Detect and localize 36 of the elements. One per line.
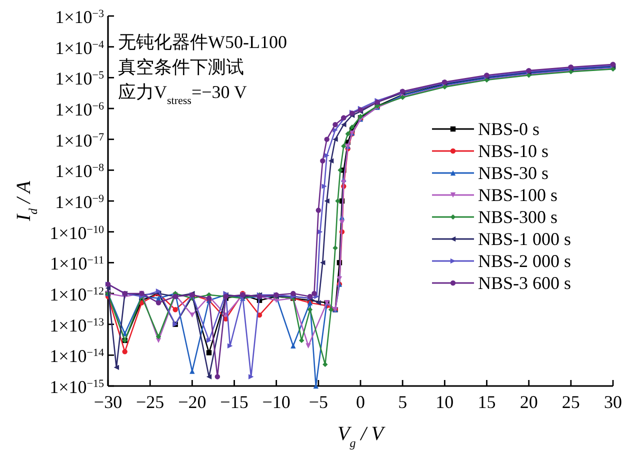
y-tick-label: 1×10$^{−14}$ xyxy=(50,346,104,366)
y-tick-label: 1×10$^{−7}$ xyxy=(55,130,104,150)
y-tick-label: 1×10$^{−9}$ xyxy=(55,192,104,212)
y-tick-label: 1×10$^{−10}$ xyxy=(50,222,104,243)
x-tick-label: 20 xyxy=(520,392,538,412)
annotation: 真空条件下测试 xyxy=(118,57,244,77)
x-tick-label: −20 xyxy=(178,392,206,412)
x-tick-label: 30 xyxy=(604,392,622,412)
legend-label: NBS-300 s xyxy=(478,207,558,227)
legend-label: NBS-30 s xyxy=(478,163,549,183)
legend-label: NBS-100 s xyxy=(478,185,558,205)
y-tick-label: 1×10$^{−13}$ xyxy=(50,315,104,336)
x-tick-label: 15 xyxy=(478,392,496,412)
x-tick-label: 0 xyxy=(356,392,365,412)
y-tick-label: 1×10$^{−5}$ xyxy=(55,68,104,89)
x-axis-title: V$_{g}$ / V xyxy=(338,423,386,450)
annotation: 无钝化器件W50-L100 xyxy=(118,32,287,52)
legend-label: NBS-10 s xyxy=(478,141,549,161)
x-tick-label: −25 xyxy=(136,392,164,412)
y-tick-label: 1×10$^{−4}$ xyxy=(55,38,104,58)
x-tick-label: −10 xyxy=(262,392,290,412)
x-tick-label: −15 xyxy=(220,392,248,412)
y-tick-label: 1×10$^{−11}$ xyxy=(50,254,104,274)
annotation: 应力V$_{stress}$=−30 V xyxy=(118,82,247,107)
y-tick-label: 1×10$^{−8}$ xyxy=(55,161,104,182)
y-tick-label: 1×10$^{−6}$ xyxy=(55,100,104,120)
y-tick-label: 1×10$^{−3}$ xyxy=(55,7,104,27)
legend-label: NBS-1 000 s xyxy=(478,229,572,249)
x-tick-label: 5 xyxy=(398,392,408,412)
y-tick-label: 1×10$^{−12}$ xyxy=(50,284,104,304)
x-tick-label: 10 xyxy=(436,392,454,412)
legend-label: NBS-0 s xyxy=(478,119,540,139)
x-tick-label: 25 xyxy=(562,392,580,412)
legend-label: NBS-3 600 s xyxy=(478,273,572,293)
legend-label: NBS-2 000 s xyxy=(478,251,572,271)
x-tick-label: −5 xyxy=(308,392,328,412)
